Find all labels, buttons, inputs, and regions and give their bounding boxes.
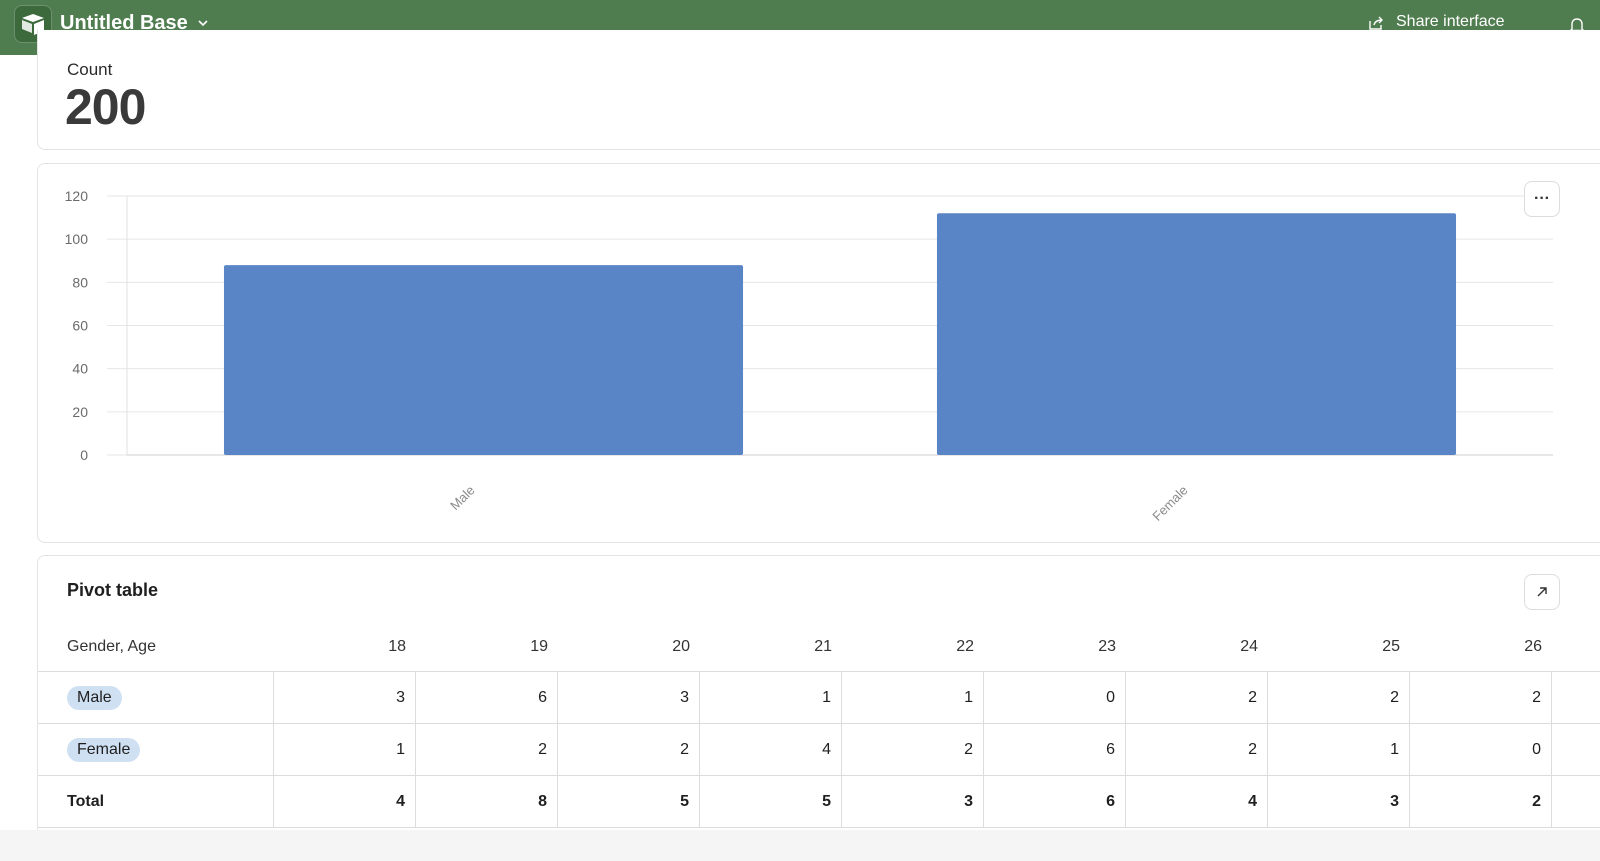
- pivot-cell: 3: [558, 672, 700, 724]
- bar-female: [936, 213, 1457, 455]
- more-options-button[interactable]: ···: [1524, 181, 1560, 217]
- count-label: Count: [67, 60, 113, 79]
- pivot-cell: 0: [984, 672, 1126, 724]
- row-label-cell: Male: [38, 672, 274, 724]
- pivot-cell: 0: [1410, 724, 1552, 776]
- chevron-down-icon[interactable]: [196, 16, 210, 30]
- share-interface-button[interactable]: Share interface: [1369, 13, 1505, 31]
- pivot-cell: 6: [984, 724, 1126, 776]
- pivot-cell: 2: [416, 724, 558, 776]
- y-tick-label: 120: [65, 188, 89, 204]
- expand-button[interactable]: [1524, 574, 1560, 610]
- row-label-cell: Total: [38, 776, 274, 828]
- pivot-cell: 2: [1410, 776, 1552, 828]
- bar-chart: 0 20 40 60 80 100 120 Male Female: [65, 188, 1553, 524]
- pivot-cell: 2: [1126, 672, 1268, 724]
- pivot-column-header: 22: [956, 638, 974, 655]
- gender-chip: Male: [67, 686, 122, 710]
- pivot-header-row: Gender, Age 18 19 20 21 22 23 24 25 26: [38, 628, 1600, 672]
- pivot-cell: 5: [558, 776, 700, 828]
- pivot-cell: 2: [1126, 724, 1268, 776]
- bar-male: [223, 265, 744, 455]
- count-value: 200: [65, 79, 146, 135]
- pivot-title: Pivot table: [67, 580, 159, 600]
- pivot-cell: 3: [1268, 776, 1410, 828]
- bar-chart-card: 0 20 40 60 80 100 120 Male Female ···: [37, 163, 1600, 543]
- pivot-column-header: 26: [1524, 638, 1542, 655]
- base-title[interactable]: Untitled Base: [60, 12, 188, 34]
- pivot-table-card: Pivot table Gender, Age 18 19 20 21 22 23 24 25…: [37, 555, 1600, 855]
- total-label: Total: [67, 793, 105, 810]
- share-icon: [1369, 16, 1383, 30]
- pivot-cell: 4: [700, 724, 842, 776]
- x-tick-label: Male: [447, 483, 478, 514]
- pivot-cell: 1: [842, 672, 984, 724]
- pivot-column-header: 21: [814, 638, 832, 655]
- pivot-cell: 4: [274, 776, 416, 828]
- pivot-cell: 3: [842, 776, 984, 828]
- pivot-column-header: 18: [388, 638, 406, 655]
- gender-chip: Female: [67, 738, 141, 762]
- y-tick-label: 100: [65, 231, 89, 247]
- pivot-cell: 2: [842, 724, 984, 776]
- more-icon: ···: [1534, 190, 1550, 207]
- pivot-cell: 1: [274, 724, 416, 776]
- pivot-cell: 1: [700, 672, 842, 724]
- pivot-column-header: 20: [672, 638, 690, 655]
- pivot-cell: 5: [700, 776, 842, 828]
- pivot-cell: 2: [558, 724, 700, 776]
- bottom-scroll-area: [0, 830, 1600, 861]
- x-tick-label: Female: [1149, 483, 1190, 524]
- pivot-cell: 8: [416, 776, 558, 828]
- y-tick-label: 80: [72, 274, 88, 290]
- row-label-cell: Female: [38, 724, 274, 776]
- pivot-cell: 6: [416, 672, 558, 724]
- pivot-cell: 3: [274, 672, 416, 724]
- pivot-cell: 2: [1410, 672, 1552, 724]
- pivot-cell: 2: [1268, 672, 1410, 724]
- expand-icon: [1537, 587, 1547, 597]
- pivot-column-header: 23: [1098, 638, 1116, 655]
- pivot-cell: 6: [984, 776, 1126, 828]
- pivot-cell: 4: [1126, 776, 1268, 828]
- y-tick-label: 20: [72, 404, 88, 420]
- share-interface-label: Share interface: [1396, 13, 1505, 30]
- pivot-column-header: 24: [1240, 638, 1258, 655]
- pivot-row-header: Gender, Age: [67, 638, 156, 655]
- pivot-cell: 1: [1268, 724, 1410, 776]
- pivot-column-header: 25: [1382, 638, 1400, 655]
- y-tick-label: 60: [72, 318, 88, 334]
- pivot-column-header: 19: [530, 638, 548, 655]
- y-tick-label: 40: [72, 361, 88, 377]
- count-card: Count 200: [37, 30, 1600, 150]
- y-tick-label: 0: [80, 447, 88, 463]
